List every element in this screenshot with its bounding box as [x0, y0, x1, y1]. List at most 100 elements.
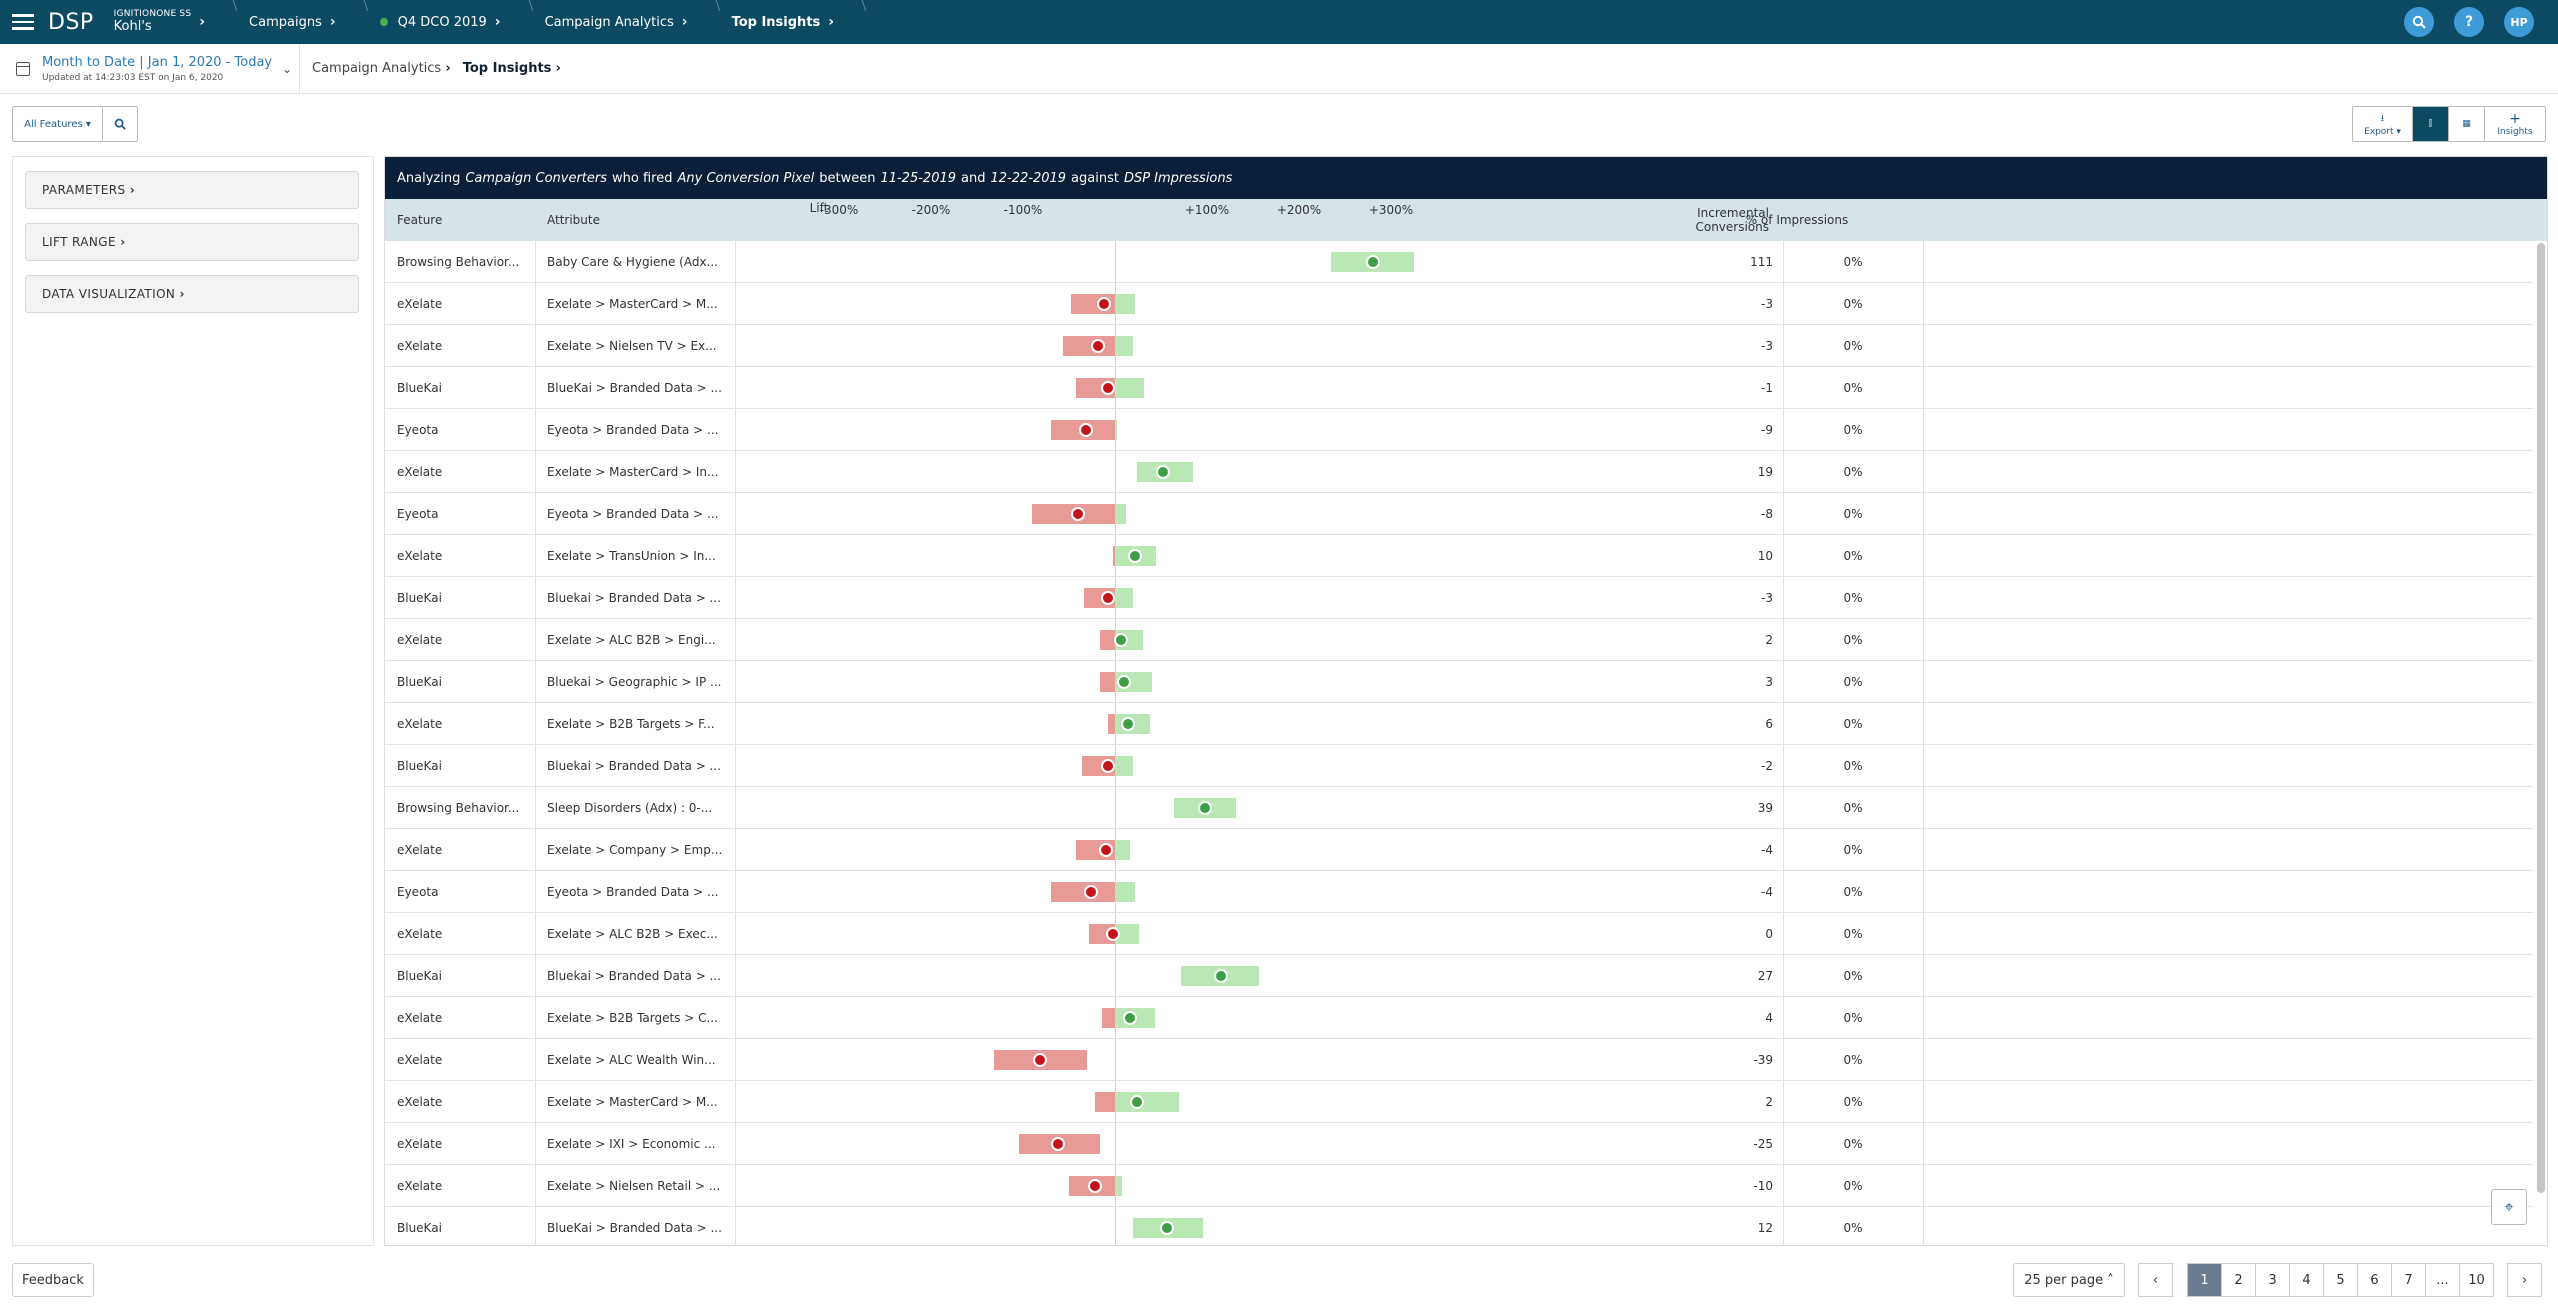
- lift-point[interactable]: [1198, 801, 1213, 815]
- table-row[interactable]: Eyeota Eyeota > Branded Data > ... -8 0%: [385, 493, 2533, 535]
- page-button[interactable]: 4: [2289, 1263, 2324, 1297]
- header-incremental-conversions[interactable]: Incremental Conversions: [1695, 205, 1769, 234]
- breadcrumb-campaign[interactable]: Q4 DCO 2019 ›: [358, 0, 523, 44]
- features-search-button[interactable]: [103, 107, 137, 141]
- crosshair-button[interactable]: ⌖: [2491, 1189, 2527, 1225]
- feature-cell: eXelate: [397, 843, 443, 857]
- export-button[interactable]: ⭳ Export ▾: [2353, 107, 2413, 141]
- lift-point[interactable]: [1128, 549, 1143, 563]
- scrollbar[interactable]: [2537, 243, 2545, 1193]
- table-row[interactable]: eXelate Exelate > Nielsen Retail > ... -10…: [385, 1165, 2533, 1207]
- breadcrumb-campaigns[interactable]: Campaigns ›: [227, 0, 358, 44]
- table-row[interactable]: eXelate Exelate > ALC B2B > Engi... 2 0%: [385, 619, 2533, 661]
- page-button[interactable]: 5: [2323, 1263, 2358, 1297]
- lift-point[interactable]: [1087, 1179, 1102, 1193]
- table-row[interactable]: Browsing Behavior... Sleep Disorders (Adx…: [385, 787, 2533, 829]
- subcrumb-top-insights[interactable]: Top Insights ›: [462, 61, 561, 76]
- table-row[interactable]: Browsing Behavior... Baby Care & Hygiene …: [385, 241, 2533, 283]
- search-button[interactable]: [2404, 7, 2434, 37]
- attribute-cell: BlueKai > Branded Data > ...: [547, 381, 722, 395]
- incremental-conversions-cell: -25: [1753, 1137, 1773, 1151]
- table-row[interactable]: BlueKai Bluekai > Branded Data > ... -3 0%: [385, 577, 2533, 619]
- chevron-down-icon: ⌄: [282, 61, 293, 76]
- header-lift[interactable]: Lift: [809, 201, 829, 215]
- lift-range-section[interactable]: LIFT RANGE ›: [25, 223, 359, 261]
- table-row[interactable]: BlueKai Bluekai > Geographic > IP ... 3 0%: [385, 661, 2533, 703]
- page-button[interactable]: ...: [2425, 1263, 2460, 1297]
- table-row[interactable]: eXelate Exelate > B2B Targets > C... 4 0%: [385, 997, 2533, 1039]
- page-button[interactable]: 7: [2391, 1263, 2426, 1297]
- lift-point[interactable]: [1122, 1011, 1137, 1025]
- table-row[interactable]: BlueKai BlueKai > Branded Data > ... -1 0%: [385, 367, 2533, 409]
- table-row[interactable]: Eyeota Eyeota > Branded Data > ... -4 0%: [385, 871, 2533, 913]
- table-row[interactable]: eXelate Exelate > MasterCard > M... -3 0%: [385, 283, 2533, 325]
- header-attribute[interactable]: Attribute: [547, 213, 600, 227]
- lift-point[interactable]: [1100, 759, 1115, 773]
- lift-point[interactable]: [1071, 507, 1086, 521]
- data-visualization-section[interactable]: DATA VISUALIZATION ›: [25, 275, 359, 313]
- lift-point[interactable]: [1155, 465, 1170, 479]
- table-row[interactable]: eXelate Exelate > ALC Wealth Win... -39 0%: [385, 1039, 2533, 1081]
- lift-point[interactable]: [1113, 633, 1128, 647]
- lift-point[interactable]: [1084, 885, 1099, 899]
- feature-cell: eXelate: [397, 1053, 443, 1067]
- lift-point[interactable]: [1213, 969, 1228, 983]
- page-button[interactable]: 2: [2221, 1263, 2256, 1297]
- incremental-conversions-cell: -1: [1761, 381, 1773, 395]
- user-avatar[interactable]: HP: [2504, 7, 2534, 37]
- table-row[interactable]: eXelate Exelate > MasterCard > In... 19 0%: [385, 451, 2533, 493]
- per-page-select[interactable]: 25 per page ˄: [2013, 1263, 2125, 1297]
- page-button[interactable]: 3: [2255, 1263, 2290, 1297]
- features-select[interactable]: All Features ▾: [13, 107, 103, 141]
- menu-icon[interactable]: [0, 0, 46, 44]
- subcrumb-campaign-analytics[interactable]: Campaign Analytics ›: [312, 61, 451, 76]
- lift-point[interactable]: [1100, 591, 1115, 605]
- table-row[interactable]: eXelate Exelate > B2B Targets > F... 6 0%: [385, 703, 2533, 745]
- prev-page-button[interactable]: ‹: [2138, 1263, 2173, 1297]
- insights-button[interactable]: + Insights: [2497, 111, 2533, 137]
- lift-point[interactable]: [1032, 1053, 1047, 1067]
- table-row[interactable]: eXelate Exelate > Nielsen TV > Ex... -3 0%: [385, 325, 2533, 367]
- lift-bar-positive: [1115, 882, 1136, 902]
- table-row[interactable]: eXelate Exelate > MasterCard > M... 2 0%: [385, 1081, 2533, 1123]
- chart-view-button[interactable]: ⫿: [2413, 107, 2449, 141]
- lift-point[interactable]: [1050, 1137, 1065, 1151]
- table-row[interactable]: eXelate Exelate > Company > Emp... -4 0%: [385, 829, 2533, 871]
- next-page-button[interactable]: ›: [2507, 1263, 2542, 1297]
- lift-point[interactable]: [1078, 423, 1093, 437]
- table-row[interactable]: Eyeota Eyeota > Branded Data > ... -9 0%: [385, 409, 2533, 451]
- lift-point[interactable]: [1117, 675, 1132, 689]
- table-row[interactable]: BlueKai BlueKai > Branded Data > ... 12 0%: [385, 1207, 2533, 1245]
- table-row[interactable]: eXelate Exelate > IXI > Economic ... -25 0%: [385, 1123, 2533, 1165]
- lift-point[interactable]: [1120, 717, 1135, 731]
- lift-point[interactable]: [1096, 297, 1111, 311]
- lift-point[interactable]: [1106, 927, 1121, 941]
- attribute-cell: Baby Care & Hygiene (Adx...: [547, 255, 718, 269]
- feedback-button[interactable]: Feedback: [12, 1263, 94, 1297]
- lift-point[interactable]: [1159, 1221, 1174, 1235]
- brand-logo[interactable]: DSP: [48, 9, 94, 35]
- page-button[interactable]: 10: [2459, 1263, 2494, 1297]
- table-row[interactable]: eXelate Exelate > TransUnion > In... 10 0%: [385, 535, 2533, 577]
- lift-point[interactable]: [1365, 255, 1380, 269]
- date-range-picker[interactable]: Month to Date | Jan 1, 2020 - Today Upda…: [0, 43, 300, 94]
- lift-point[interactable]: [1130, 1095, 1145, 1109]
- search-icon: [114, 118, 126, 130]
- lift-point[interactable]: [1091, 339, 1106, 353]
- attribute-cell: BlueKai > Branded Data > ...: [547, 1221, 722, 1235]
- header-pct-impressions[interactable]: % of Impressions: [1745, 213, 1849, 227]
- page-button[interactable]: 6: [2357, 1263, 2392, 1297]
- help-button[interactable]: ?: [2454, 7, 2484, 37]
- breadcrumb-campaign-analytics[interactable]: Campaign Analytics ›: [523, 0, 710, 44]
- table-row[interactable]: BlueKai Bluekai > Branded Data > ... -2 0%: [385, 745, 2533, 787]
- lift-point[interactable]: [1098, 843, 1113, 857]
- breadcrumb-top-insights[interactable]: Top Insights ›: [710, 0, 856, 44]
- page-button[interactable]: 1: [2187, 1263, 2222, 1297]
- table-row[interactable]: eXelate Exelate > ALC B2B > Exec... 0 0%: [385, 913, 2533, 955]
- lift-point[interactable]: [1100, 381, 1115, 395]
- breadcrumb-client[interactable]: IGNITIONONE SS Kohl's ›: [106, 0, 227, 44]
- header-feature[interactable]: Feature: [397, 213, 443, 227]
- table-view-button[interactable]: ▦: [2449, 107, 2485, 141]
- table-row[interactable]: BlueKai Bluekai > Branded Data > ... 27 0%: [385, 955, 2533, 997]
- parameters-section[interactable]: PARAMETERS ›: [25, 171, 359, 209]
